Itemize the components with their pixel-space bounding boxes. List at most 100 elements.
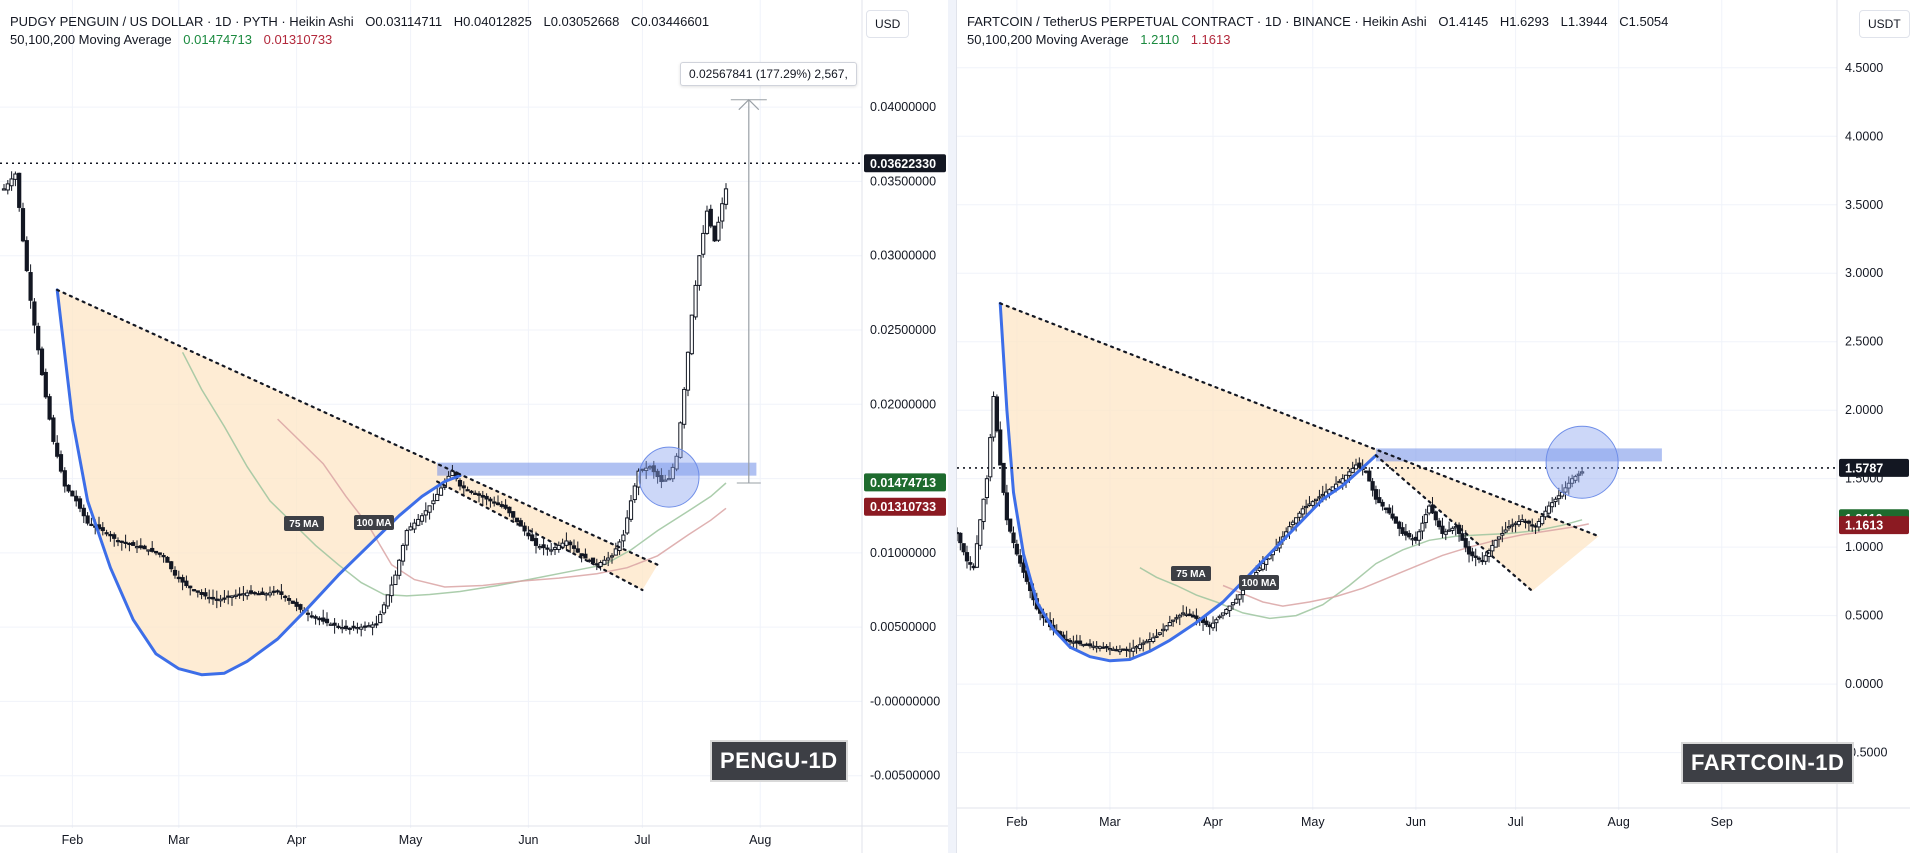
candlestick (1227, 605, 1232, 617)
candle-body (1476, 557, 1482, 560)
candlestick (701, 225, 706, 258)
candle-body (245, 592, 250, 597)
ma75-label-text: 75 MA (289, 519, 318, 530)
candle-body (1067, 640, 1073, 643)
fartcoin-symbol-title[interactable]: FARTCOIN / TetherUS PERPETUAL CONTRACT ·… (967, 14, 1427, 29)
candle-body (397, 559, 402, 576)
candle-body (237, 593, 242, 596)
candle-body (511, 511, 516, 518)
candlestick (260, 587, 265, 595)
candlestick (1476, 556, 1482, 564)
candle-body (473, 492, 478, 495)
candlestick (1570, 474, 1575, 488)
candle-body (720, 203, 725, 222)
candlestick (1154, 629, 1159, 639)
candlestick (1437, 517, 1442, 530)
fartcoin-watermark: FARTCOIN-1D (1681, 742, 1855, 784)
candle-body (1350, 467, 1355, 473)
ma100-line (277, 418, 727, 588)
candlestick (366, 622, 371, 628)
candle-body (537, 546, 542, 549)
pengu-currency-button[interactable]: USD (866, 10, 910, 38)
candle-body (1347, 471, 1352, 477)
candlestick (1104, 644, 1109, 653)
fartcoin-chart-panel[interactable]: 75 MA 100 MA 4.5000 4.0000 3.5000 3.0000 2.500… (956, 0, 1910, 853)
candle-body (568, 541, 573, 546)
fartcoin-chart-canvas[interactable]: 75 MA 100 MA 4.5000 4.0000 3.5000 3.0000 2.500… (957, 0, 1910, 853)
candle-body (256, 593, 261, 596)
panel-separator[interactable] (948, 0, 956, 853)
ma75-label-text: 75 MA (1176, 569, 1205, 580)
candle-body (971, 565, 976, 569)
candlestick (153, 550, 159, 556)
candlestick (1177, 613, 1182, 626)
candle-body (1450, 527, 1455, 531)
y-axis-tick-label: 0.04000000 (870, 100, 936, 114)
candlestick (13, 171, 18, 187)
candlestick (248, 585, 254, 595)
y-axis-tick-label: 0.03000000 (870, 249, 936, 263)
candlestick (720, 197, 725, 229)
pengu-symbol-title[interactable]: PUDGY PENGUIN / US DOLLAR · 1D · PYTH · … (10, 14, 354, 29)
candlestick (1220, 612, 1226, 620)
candle-body (438, 487, 444, 496)
candle-body (998, 429, 1003, 466)
fartcoin-currency-button[interactable]: USDT (1859, 10, 1910, 38)
candle-body (1161, 628, 1166, 632)
candle-body (81, 507, 86, 517)
candle-body (1260, 563, 1265, 570)
candle-body (1091, 645, 1096, 648)
pengu-chart-canvas[interactable]: 75 MA 100 MA 0.04000000 0.03500000 0.0300000… (0, 0, 948, 853)
candlestick (17, 172, 22, 212)
candlestick (1520, 514, 1525, 523)
candle-body (180, 577, 185, 583)
candle-body (1387, 507, 1392, 514)
candlestick (1117, 645, 1123, 655)
descending-trendline-bottom (1374, 454, 1534, 593)
x-axis-month-label: Apr (287, 833, 306, 847)
candlestick (594, 558, 599, 571)
candle-body (644, 467, 649, 471)
candlestick (568, 539, 573, 553)
price-tag-text: 0.03622330 (870, 157, 936, 171)
x-axis-month-label: May (1301, 815, 1325, 829)
pengu-chart-panel[interactable]: 75 MA 100 MA 0.04000000 0.03500000 0.0300000… (0, 0, 948, 853)
candle-body (138, 545, 143, 549)
candlestick (203, 588, 208, 600)
candlestick (1367, 467, 1372, 482)
candlestick (1304, 499, 1309, 516)
candlestick (530, 528, 535, 542)
price-tag-text: 1.5787 (1845, 461, 1883, 475)
candlestick (1014, 539, 1019, 557)
candlestick (961, 543, 966, 556)
candle-body (1207, 624, 1212, 628)
candle-body (305, 612, 311, 615)
y-axis-tick-label: 0.02000000 (870, 397, 936, 411)
candle-body (1430, 504, 1435, 514)
pengu-ma-indicator-title[interactable]: 50,100,200 Moving Average (10, 32, 172, 47)
candlestick (651, 460, 656, 479)
candlestick (39, 346, 45, 377)
candle-body (47, 396, 52, 420)
fartcoin-chart-header: FARTCOIN / TetherUS PERPETUAL CONTRACT ·… (967, 13, 1668, 49)
candle-body (579, 553, 584, 557)
candle-body (1553, 498, 1558, 503)
candlestick (222, 590, 227, 603)
candlestick (9, 171, 14, 191)
candle-body (112, 534, 117, 539)
fartcoin-ma-indicator-title[interactable]: 50,100,200 Moving Average (967, 32, 1129, 47)
candle-body (89, 523, 94, 526)
candle-body (469, 490, 474, 493)
candle-body (461, 485, 466, 489)
candlestick (43, 368, 48, 399)
candlestick (518, 517, 523, 527)
candlestick (381, 601, 387, 615)
candle-body (1124, 648, 1129, 651)
candle-body (1417, 531, 1422, 541)
candle-body (142, 545, 147, 550)
candle-body (389, 584, 394, 597)
candlestick (621, 529, 626, 548)
x-axis-month-label: Aug (749, 833, 771, 847)
candle-body (1363, 470, 1369, 473)
candle-body (964, 552, 970, 562)
